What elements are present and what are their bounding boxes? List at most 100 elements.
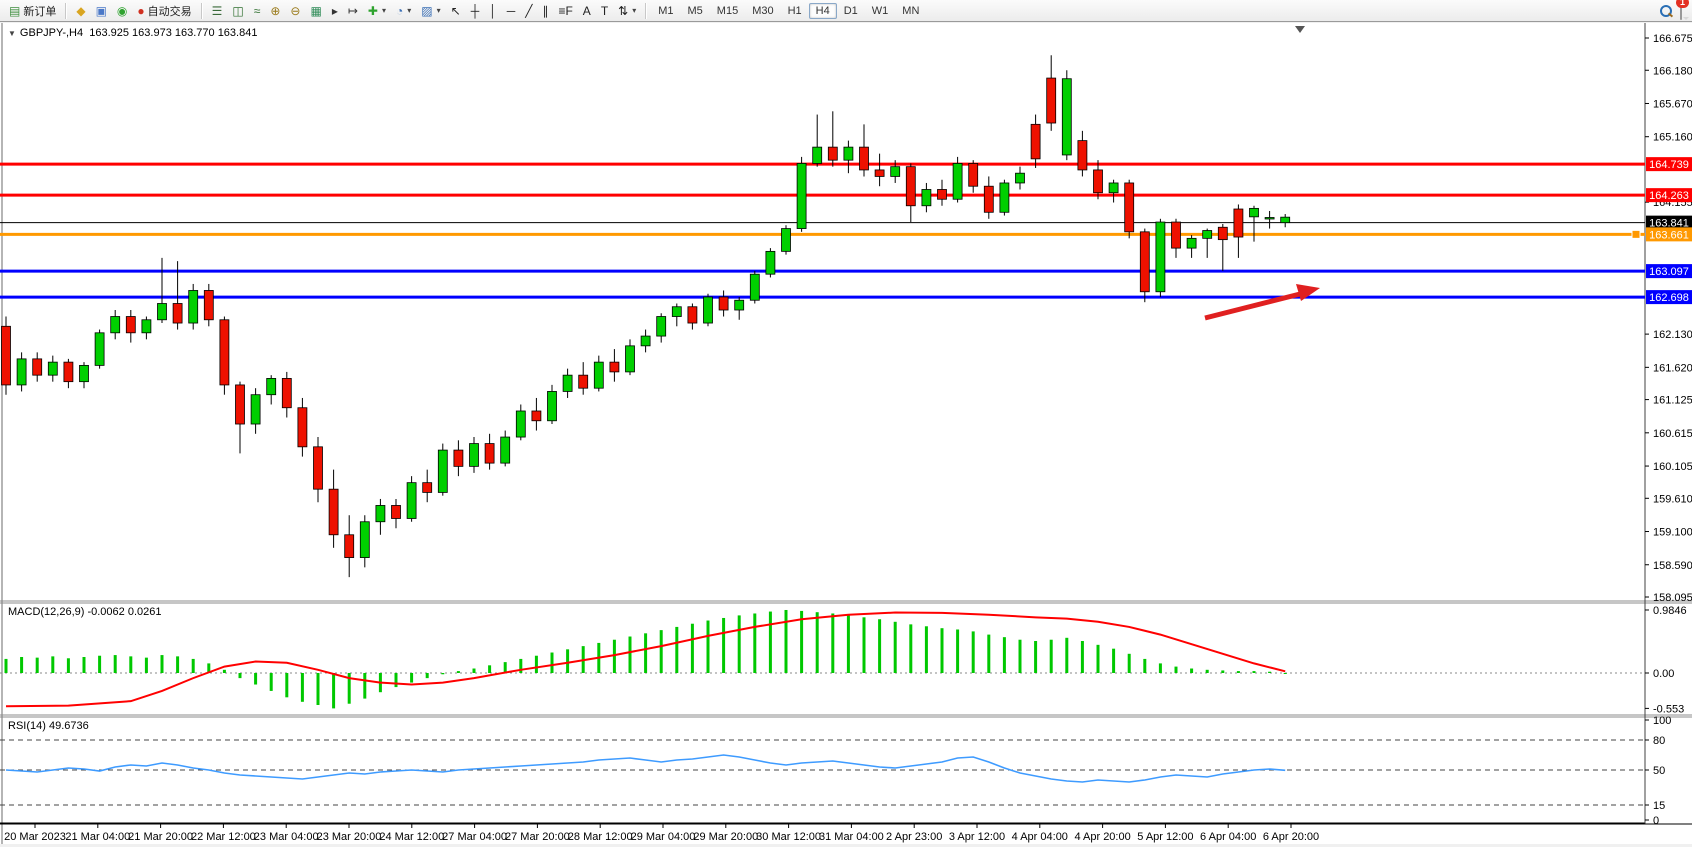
macd-bar xyxy=(113,655,117,673)
macd-bar xyxy=(1112,648,1116,673)
candle-body xyxy=(500,436,511,464)
svg-text:163.097: 163.097 xyxy=(1649,266,1689,278)
timeframe-button-mn[interactable]: MN xyxy=(902,4,920,17)
fibonacci-button[interactable]: ≡F xyxy=(553,1,577,21)
chevron-down-icon[interactable]: ▼ xyxy=(8,29,16,38)
chart-shift-icon: ↦ xyxy=(347,3,358,18)
tile-windows-button[interactable]: ▦ xyxy=(305,1,326,21)
indicators-button[interactable]: ✚ ▾ xyxy=(363,1,391,21)
macd-bar xyxy=(4,658,8,673)
text-button[interactable]: A xyxy=(578,1,596,21)
macd-bar xyxy=(1283,673,1287,674)
macd-axis-label: -0.553 xyxy=(1653,703,1684,715)
timeframe-button-m15[interactable]: M15 xyxy=(716,4,739,17)
candle-body xyxy=(406,482,417,519)
timeframe-button-m1[interactable]: M1 xyxy=(658,4,674,17)
macd-bar xyxy=(924,626,928,673)
macd-bar xyxy=(363,673,367,699)
candlesticks[interactable] xyxy=(1,55,1291,578)
rsi-axis-label: 15 xyxy=(1653,800,1665,812)
candle-body xyxy=(593,361,604,389)
signals-button[interactable]: ◉ xyxy=(112,1,132,21)
svg-text:164.263: 164.263 xyxy=(1649,190,1689,202)
time-tick-label: 30 Mar 12:00 xyxy=(756,831,821,843)
candle-body xyxy=(703,296,713,324)
auto-trading-button[interactable]: ● 自动交易 xyxy=(132,1,196,21)
download-history-button[interactable]: ◆ xyxy=(71,1,90,21)
candle-body xyxy=(1124,182,1135,233)
cursor-button[interactable]: ↖ xyxy=(446,1,466,21)
candle-body xyxy=(16,358,27,386)
chart-shift-marker[interactable] xyxy=(1295,26,1305,33)
candle-body xyxy=(515,410,526,438)
timeframe-button-h4[interactable]: H4 xyxy=(808,2,837,19)
new-order-label: 新订单 xyxy=(23,5,57,18)
trend-arrow-annotation[interactable] xyxy=(1204,284,1320,321)
bar-chart-icon: ☰ xyxy=(211,3,223,18)
chat-bubble-icon xyxy=(1680,0,1682,20)
hline-drag-handle[interactable] xyxy=(1631,229,1641,239)
macd-bar xyxy=(1221,670,1225,673)
macd-bar xyxy=(1190,668,1194,673)
macd-bar xyxy=(316,673,320,705)
dropdown-arrow-icon[interactable]: ▾ xyxy=(632,6,637,15)
time-tick-label: 21 Mar 04:00 xyxy=(65,831,130,843)
text-label-button[interactable]: T xyxy=(596,1,613,21)
line-chart-button[interactable]: ≈ xyxy=(249,1,266,21)
macd-bar xyxy=(394,673,398,688)
macd-bar xyxy=(956,629,960,673)
notifications-button[interactable]: 1 xyxy=(1676,0,1689,20)
candle-body xyxy=(968,163,979,187)
equidistant-channel-icon: ∥ xyxy=(542,3,549,18)
svg-text:162.698: 162.698 xyxy=(1649,292,1689,304)
chart-ohlc-values: 163.925 163.973 163.770 163.841 xyxy=(89,27,258,39)
dropdown-arrow-icon[interactable]: ▾ xyxy=(436,6,441,15)
candle-body xyxy=(796,163,807,229)
macd-bar xyxy=(768,611,772,673)
candle-body xyxy=(983,185,994,213)
macd-bar xyxy=(940,628,944,673)
crosshair-button[interactable]: ┼ xyxy=(466,1,485,21)
equidistant-channel-button[interactable]: ∥ xyxy=(537,1,553,21)
bar-chart-button[interactable]: ☰ xyxy=(207,1,228,21)
text-label-icon: T xyxy=(600,3,609,18)
dropdown-arrow-icon[interactable]: ▾ xyxy=(407,6,412,15)
timeframe-button-h1[interactable]: H1 xyxy=(787,4,802,17)
cursor-icon: ↖ xyxy=(450,3,461,18)
macd-bar xyxy=(425,673,429,679)
candle-body xyxy=(640,335,651,347)
zoom-in-button[interactable]: ⊕ xyxy=(265,1,285,21)
search-icon[interactable] xyxy=(1660,4,1672,17)
timeframe-button-m5[interactable]: M5 xyxy=(687,4,703,17)
candle-body xyxy=(94,332,105,366)
timeframe-button-m30[interactable]: M30 xyxy=(752,4,774,17)
auto-scroll-button[interactable]: ▸ xyxy=(327,1,343,21)
rsi-axis-label: 0 xyxy=(1653,815,1659,827)
periods-button[interactable]: ◔ ▾ xyxy=(391,1,416,21)
candlestick-chart-button[interactable]: ◫ xyxy=(227,1,248,21)
zoom-out-button[interactable]: ⊖ xyxy=(285,1,305,21)
macd-bar xyxy=(1096,644,1100,673)
metaeditor-button[interactable]: ▣ xyxy=(91,1,112,21)
timeframe-button-w1[interactable]: W1 xyxy=(871,4,889,17)
templates-button[interactable]: ▨ ▾ xyxy=(416,1,445,21)
time-tick-label: 6 Apr 20:00 xyxy=(1263,831,1319,843)
candle-body xyxy=(1030,123,1041,160)
macd-bar xyxy=(1174,666,1178,673)
trendline-button[interactable]: ╱ xyxy=(520,1,537,21)
timeframe-button-d1[interactable]: D1 xyxy=(843,4,858,17)
candle-body xyxy=(1233,208,1244,238)
vertical-line-button[interactable]: │ xyxy=(484,1,502,21)
horizontal-line-button[interactable]: ─ xyxy=(502,1,521,21)
svg-text:164.739: 164.739 xyxy=(1649,159,1689,171)
macd-bar xyxy=(534,655,538,673)
text-icon: A xyxy=(582,3,591,18)
arrows-button[interactable]: ⇅ ▾ xyxy=(613,1,641,21)
metaeditor-icon: ▣ xyxy=(95,3,107,18)
dropdown-arrow-icon[interactable]: ▾ xyxy=(381,6,386,15)
new-order-button[interactable]: ▤ 新订单 xyxy=(4,1,61,21)
status-strip xyxy=(0,844,1692,847)
chart-shift-button[interactable]: ↦ xyxy=(343,1,363,21)
candle-body xyxy=(281,378,292,409)
